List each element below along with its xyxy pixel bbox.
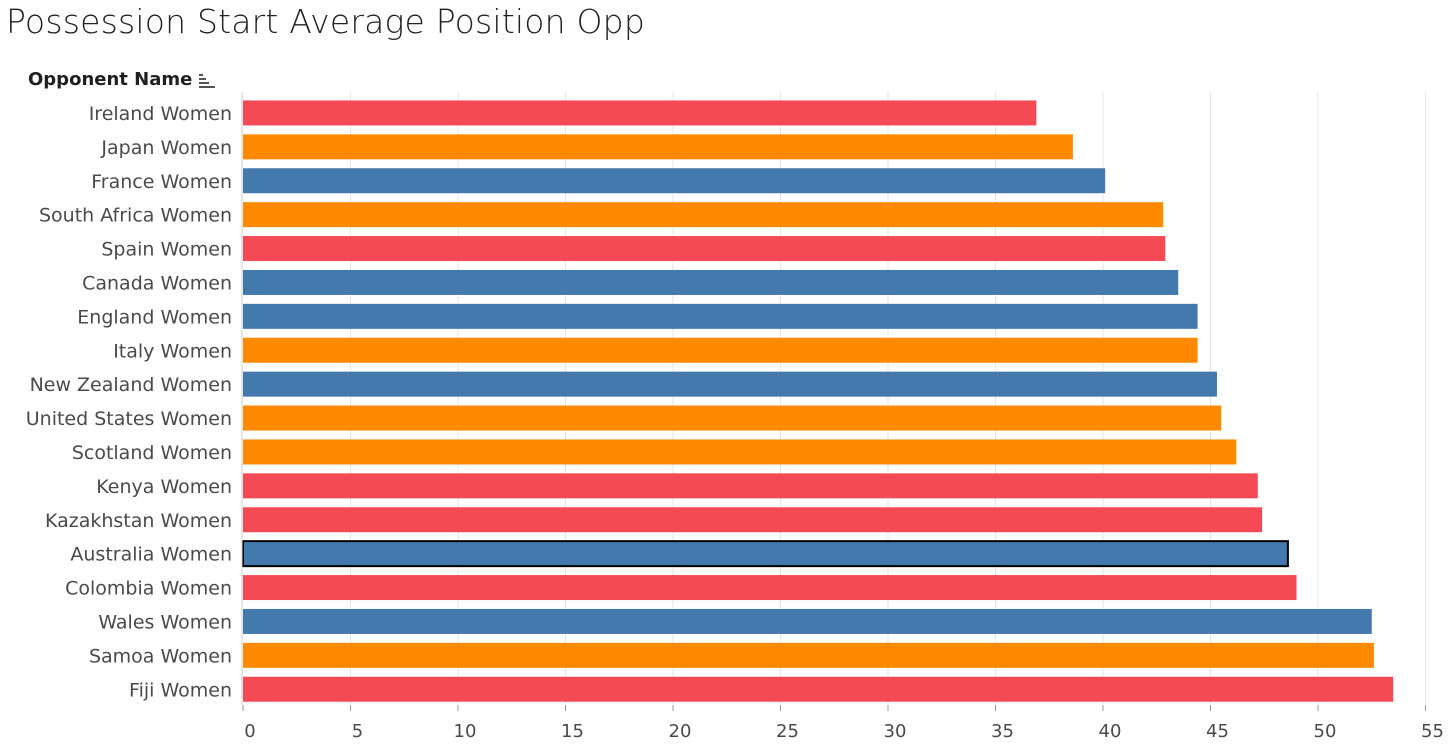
- bar-italy-women[interactable]: [243, 337, 1198, 363]
- category-label[interactable]: France Women: [91, 171, 232, 193]
- bar-france-women[interactable]: [243, 168, 1106, 194]
- category-label[interactable]: Canada Women: [82, 272, 232, 294]
- sort-descending-icon[interactable]: [198, 72, 216, 88]
- gridlines: [350, 92, 1426, 705]
- x-axis: 0 5 10 15 20 25 30 35 40 45 50 55: [241, 92, 1444, 742]
- category-label[interactable]: Kazakhstan Women: [45, 510, 232, 532]
- x-tick-label: 5: [352, 721, 363, 742]
- field-header-label: Opponent Name: [28, 69, 193, 90]
- field-header-opponent-name[interactable]: Opponent Name: [28, 69, 216, 90]
- chart-title: Possession Start Average Position Opp: [6, 2, 645, 41]
- bar-samoa-women[interactable]: [243, 642, 1374, 668]
- bar-colombia-women[interactable]: [243, 575, 1297, 601]
- x-tick-label: 15: [561, 721, 584, 742]
- category-label[interactable]: Ireland Women: [89, 103, 232, 125]
- category-label[interactable]: United States Women: [26, 408, 232, 430]
- x-tick-label: 35: [991, 721, 1014, 742]
- x-tick-label: 50: [1314, 721, 1337, 742]
- x-tick-label: 20: [669, 721, 692, 742]
- x-tick-label: 25: [776, 721, 799, 742]
- bar-united-states-women[interactable]: [243, 405, 1222, 431]
- bar-scotland-women[interactable]: [243, 439, 1237, 465]
- category-label[interactable]: South Africa Women: [39, 205, 232, 227]
- bar-kazakhstan-women[interactable]: [243, 507, 1263, 533]
- category-label[interactable]: Australia Women: [70, 544, 232, 566]
- bars: [242, 100, 1394, 702]
- bar-spain-women[interactable]: [243, 236, 1166, 262]
- x-tick-label: 30: [884, 721, 907, 742]
- x-tick-label: 10: [454, 721, 477, 742]
- bar-canada-women[interactable]: [243, 269, 1179, 295]
- category-label[interactable]: Italy Women: [113, 340, 232, 362]
- category-label[interactable]: England Women: [77, 306, 232, 328]
- category-label[interactable]: Kenya Women: [96, 476, 232, 498]
- x-tick-label: 0: [244, 721, 255, 742]
- x-tick-label: 45: [1206, 721, 1229, 742]
- category-label[interactable]: Samoa Women: [89, 645, 232, 667]
- category-label[interactable]: Japan Women: [100, 137, 232, 159]
- x-tick-label: 55: [1421, 721, 1444, 742]
- bar-kenya-women[interactable]: [243, 473, 1258, 499]
- bar-new-zealand-women[interactable]: [243, 371, 1217, 397]
- x-tick-label: 40: [1099, 721, 1122, 742]
- category-label[interactable]: Spain Women: [101, 239, 232, 261]
- bar-wales-women[interactable]: [243, 608, 1372, 634]
- bar-japan-women[interactable]: [243, 134, 1073, 160]
- bar-south-africa-women[interactable]: [243, 202, 1164, 228]
- bar-fiji-women[interactable]: [243, 676, 1394, 702]
- category-label[interactable]: Wales Women: [98, 611, 232, 633]
- category-label[interactable]: New Zealand Women: [30, 374, 232, 396]
- bar-england-women[interactable]: [243, 303, 1198, 329]
- category-labels: Ireland Women Japan Women France Women Sout…: [26, 103, 232, 701]
- category-label[interactable]: Fiji Women: [129, 679, 232, 701]
- bar-ireland-women[interactable]: [243, 100, 1037, 126]
- bar-australia-women[interactable]: [242, 540, 1289, 568]
- category-label[interactable]: Scotland Women: [72, 442, 232, 464]
- category-label[interactable]: Colombia Women: [65, 578, 232, 600]
